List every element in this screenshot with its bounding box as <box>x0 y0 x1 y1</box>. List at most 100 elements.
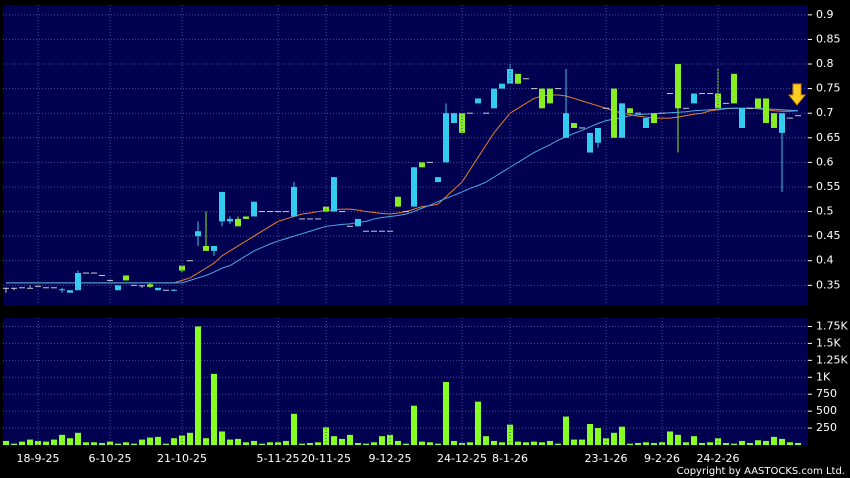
volume-bar <box>11 443 17 445</box>
volume-bar <box>459 442 465 445</box>
volume-bar <box>795 442 801 445</box>
volume-bar <box>75 432 81 445</box>
volume-bar <box>227 439 233 445</box>
candle-body <box>731 73 737 104</box>
volume-bar <box>67 438 73 445</box>
candle-body <box>539 88 545 109</box>
candle-body <box>155 287 161 291</box>
volume-bar <box>731 443 737 445</box>
volume-bar <box>187 432 193 445</box>
volume-bar <box>531 441 537 445</box>
volume-bar <box>19 441 25 445</box>
volume-panel <box>3 318 808 445</box>
volume-bar <box>123 442 129 445</box>
y-tick-label: 0.7 <box>816 106 834 119</box>
volume-bar <box>307 442 313 445</box>
candle-body <box>587 132 593 153</box>
volume-bar <box>579 439 585 445</box>
volume-bar <box>275 442 281 445</box>
volume-bar <box>635 442 641 445</box>
volume-bar <box>667 431 673 445</box>
volume-bar <box>387 434 393 445</box>
volume-bar <box>403 443 409 445</box>
volume-bar <box>219 431 225 445</box>
volume-bar <box>363 443 369 445</box>
volume-bar <box>355 442 361 445</box>
x-tick-label: 8-1-26 <box>492 452 528 465</box>
volume-bar <box>43 441 49 445</box>
y-tick-label: 0.55 <box>816 180 841 193</box>
volume-bar <box>411 405 417 445</box>
volume-bar <box>491 440 497 445</box>
candle-body <box>411 167 417 207</box>
x-tick-label: 9-2-26 <box>644 452 680 465</box>
x-tick-label: 18-9-25 <box>17 452 60 465</box>
candle-body <box>499 83 505 89</box>
volume-bar <box>675 434 681 445</box>
volume-bar <box>139 439 145 445</box>
volume-bar <box>155 436 161 445</box>
candle-body <box>571 123 577 128</box>
volume-bar <box>51 439 57 445</box>
candle-body <box>123 275 129 281</box>
volume-bar <box>211 373 217 445</box>
volume-bar <box>395 440 401 445</box>
volume-bar <box>475 401 481 445</box>
volume-bar <box>571 439 577 445</box>
volume-bar <box>619 426 625 445</box>
volume-bar <box>251 440 257 445</box>
volume-bar <box>747 442 753 445</box>
candle-body <box>459 113 465 133</box>
candle-body <box>443 113 449 163</box>
volume-bar <box>291 413 297 445</box>
x-tick-label: 21-10-25 <box>157 452 207 465</box>
volume-bar <box>587 424 593 445</box>
volume-bar <box>523 442 529 445</box>
volume-bar <box>435 443 441 445</box>
volume-bar <box>555 443 561 445</box>
x-tick-label: 24-2-26 <box>697 452 740 465</box>
candle-body <box>11 287 17 289</box>
x-tick-label: 5-11-25 <box>257 452 300 465</box>
candle-body <box>619 103 625 138</box>
x-tick-label: 24-12-25 <box>437 452 487 465</box>
volume-bar <box>371 442 377 445</box>
candle-body <box>203 245 209 251</box>
price-panel <box>3 5 808 305</box>
candle-body <box>643 118 649 128</box>
y-tick-label: 500 <box>816 404 837 417</box>
candle-body <box>147 284 153 287</box>
volume-bar <box>651 442 657 445</box>
y-tick-label: 0.9 <box>816 8 834 21</box>
volume-bar <box>147 437 153 445</box>
volume-bar <box>419 441 425 445</box>
volume-bar <box>179 435 185 445</box>
volume-bar <box>771 436 777 445</box>
y-tick-label: 0.8 <box>816 57 834 70</box>
volume-bar <box>163 443 169 445</box>
candle-body <box>395 196 401 207</box>
copyright: Copyright by AASTOCKS.com Ltd. <box>677 466 845 477</box>
y-tick-label: 0.5 <box>816 205 834 218</box>
x-tick-label: 6-10-25 <box>89 452 132 465</box>
candle-body <box>251 201 257 217</box>
candle-body <box>59 289 65 291</box>
volume-bar <box>515 441 521 445</box>
candle-body <box>139 285 145 287</box>
candle-body <box>171 289 177 291</box>
volume-bar <box>259 443 265 445</box>
volume-bar <box>131 443 137 445</box>
volume-bar <box>787 442 793 445</box>
candle-body <box>651 113 657 124</box>
volume-bar <box>691 436 697 445</box>
candle-body <box>243 216 249 219</box>
volume-bar <box>83 442 89 445</box>
y-tick-label: 750 <box>816 387 837 400</box>
volume-bar <box>707 442 713 445</box>
candle-body <box>451 113 457 124</box>
volume-bar <box>723 442 729 445</box>
candle-body <box>507 68 513 84</box>
candle-body <box>755 98 761 109</box>
arrow-marker <box>787 83 807 106</box>
volume-bar <box>3 440 9 445</box>
